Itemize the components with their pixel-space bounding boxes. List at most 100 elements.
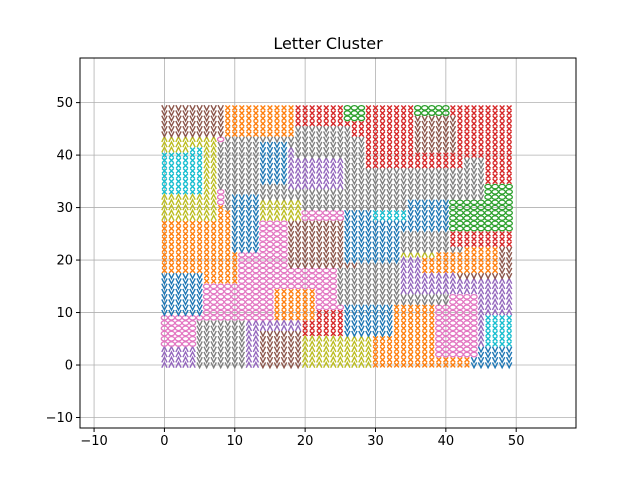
data-point bbox=[245, 209, 253, 218]
data-point bbox=[372, 346, 379, 353]
data-point bbox=[161, 246, 168, 253]
data-point bbox=[393, 125, 400, 132]
data-point bbox=[365, 257, 372, 265]
data-point bbox=[407, 162, 414, 169]
data-point bbox=[351, 293, 358, 301]
data-point bbox=[315, 288, 324, 295]
data-point bbox=[323, 330, 330, 337]
data-point bbox=[491, 351, 499, 359]
data-point bbox=[210, 278, 217, 284]
data-point bbox=[230, 309, 239, 316]
data-point bbox=[372, 220, 379, 228]
data-point bbox=[161, 140, 168, 148]
data-point bbox=[189, 188, 196, 195]
data-point bbox=[161, 220, 168, 227]
data-point bbox=[372, 320, 379, 328]
data-point bbox=[449, 146, 457, 155]
data-point bbox=[505, 251, 513, 259]
data-point bbox=[442, 115, 450, 123]
data-point bbox=[273, 173, 281, 181]
data-point bbox=[485, 251, 491, 258]
data-point bbox=[280, 267, 288, 274]
data-point bbox=[210, 325, 217, 333]
data-point bbox=[407, 220, 414, 228]
data-point bbox=[463, 309, 471, 316]
data-point bbox=[203, 120, 210, 128]
data-point bbox=[330, 182, 337, 190]
data-point bbox=[505, 262, 513, 270]
data-point bbox=[280, 183, 288, 191]
data-point bbox=[217, 356, 224, 364]
data-point bbox=[358, 204, 365, 212]
data-point bbox=[196, 236, 203, 242]
data-point bbox=[464, 136, 470, 143]
data-point bbox=[393, 267, 400, 275]
data-point bbox=[414, 173, 421, 181]
data-point bbox=[196, 299, 203, 307]
data-point bbox=[428, 188, 436, 197]
data-point bbox=[330, 115, 337, 122]
data-point bbox=[182, 299, 189, 307]
data-point bbox=[210, 150, 217, 159]
data-point bbox=[252, 225, 260, 233]
data-point bbox=[189, 208, 196, 216]
data-point bbox=[351, 304, 358, 312]
data-point bbox=[175, 360, 182, 368]
data-point bbox=[217, 220, 224, 227]
data-point bbox=[189, 183, 196, 190]
data-point bbox=[294, 236, 302, 244]
data-point bbox=[456, 246, 464, 254]
data-point bbox=[470, 335, 478, 342]
data-point bbox=[315, 278, 324, 284]
data-point bbox=[477, 162, 485, 170]
data-point bbox=[421, 356, 428, 363]
data-point bbox=[393, 157, 400, 164]
data-point bbox=[182, 272, 189, 280]
data-point bbox=[202, 293, 211, 300]
data-point bbox=[281, 131, 287, 137]
data-point bbox=[217, 115, 224, 123]
data-point bbox=[400, 131, 407, 137]
data-point bbox=[245, 115, 252, 122]
data-point bbox=[442, 105, 450, 111]
data-point bbox=[477, 188, 485, 197]
data-point bbox=[337, 152, 344, 160]
data-point bbox=[217, 167, 224, 176]
data-point bbox=[506, 162, 513, 169]
data-point bbox=[253, 115, 259, 122]
data-point bbox=[196, 208, 203, 216]
data-point bbox=[196, 257, 203, 263]
data-point bbox=[210, 177, 217, 185]
data-point bbox=[260, 120, 266, 127]
data-point bbox=[470, 330, 478, 337]
data-point bbox=[386, 246, 393, 254]
data-point bbox=[393, 230, 400, 239]
data-point bbox=[238, 356, 246, 364]
data-point bbox=[351, 146, 358, 155]
data-point bbox=[203, 335, 210, 343]
data-point bbox=[499, 330, 505, 337]
data-point bbox=[478, 110, 484, 116]
data-point bbox=[463, 314, 471, 321]
data-point bbox=[372, 246, 379, 254]
data-point bbox=[280, 152, 288, 160]
data-point bbox=[337, 188, 344, 197]
data-point bbox=[393, 314, 400, 321]
data-point bbox=[196, 162, 203, 169]
data-point bbox=[280, 213, 288, 222]
data-point bbox=[379, 293, 386, 301]
y-tick-label: 0 bbox=[65, 359, 73, 374]
data-point bbox=[365, 267, 372, 275]
data-point bbox=[231, 120, 238, 127]
data-point bbox=[413, 105, 422, 111]
data-point bbox=[442, 167, 450, 176]
data-point bbox=[470, 351, 478, 358]
data-point bbox=[386, 178, 393, 186]
data-point bbox=[498, 209, 506, 216]
data-point bbox=[322, 278, 331, 284]
data-point bbox=[267, 131, 273, 137]
data-point bbox=[393, 346, 400, 353]
data-point bbox=[358, 152, 365, 160]
data-point bbox=[499, 131, 505, 137]
data-point bbox=[309, 288, 316, 295]
